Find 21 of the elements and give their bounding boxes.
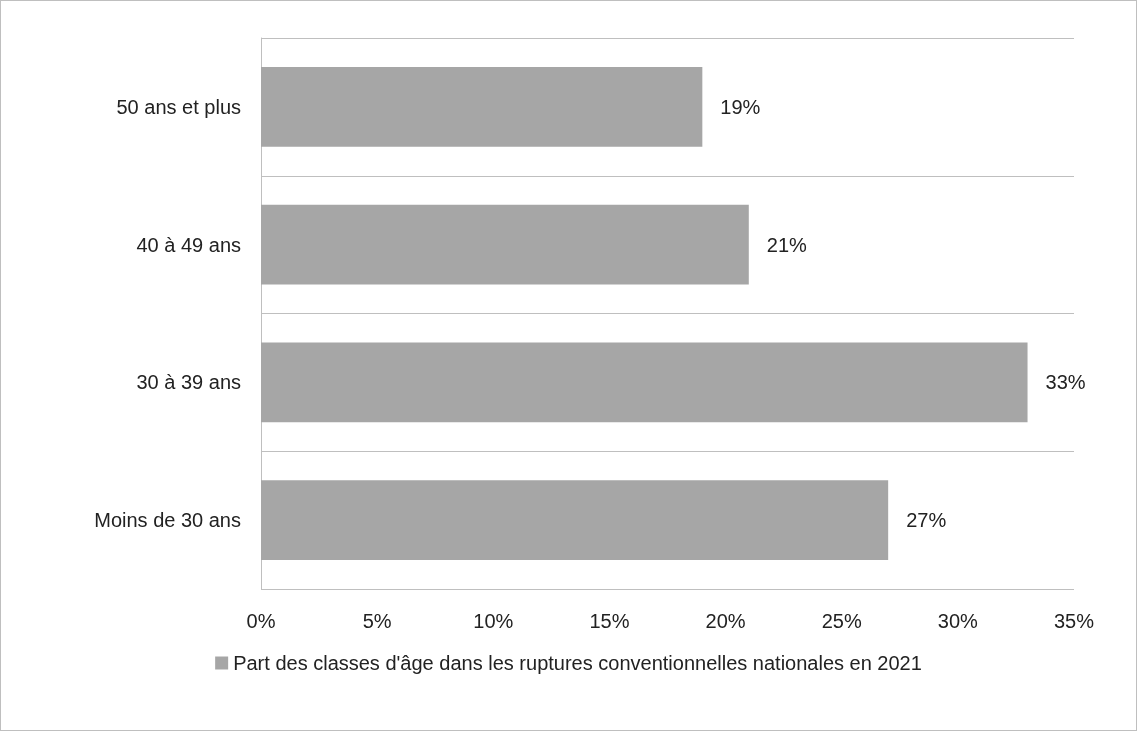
data-label: 27% [906,509,947,532]
y-tick-label: Moins de 30 ans [94,509,241,532]
bar [261,480,889,561]
x-tick-label: 10% [473,610,514,632]
data-label: 19% [720,95,761,118]
x-tick-label: 30% [937,610,979,632]
x-tick-label: 25% [821,610,862,632]
x-tick-label: 15% [589,610,630,632]
x-tick-label: 20% [705,610,746,632]
data-label: 33% [1045,371,1086,394]
legend-label: Part des classes d'âge dans les ruptures conventionnelles nationales en 2021 [233,652,922,674]
x-tick-label: 5% [362,610,392,632]
y-tick-label: 50 ans et plus [116,95,241,118]
bar [261,204,749,285]
y-tick-label: 30 à 39 ans [136,371,241,394]
bar [261,66,703,147]
x-tick-label: 0% [246,610,276,632]
y-tick-label: 40 à 49 ans [136,233,241,256]
x-tick-label: 35% [1053,610,1095,632]
data-label: 21% [766,233,808,256]
bar [261,342,1028,423]
